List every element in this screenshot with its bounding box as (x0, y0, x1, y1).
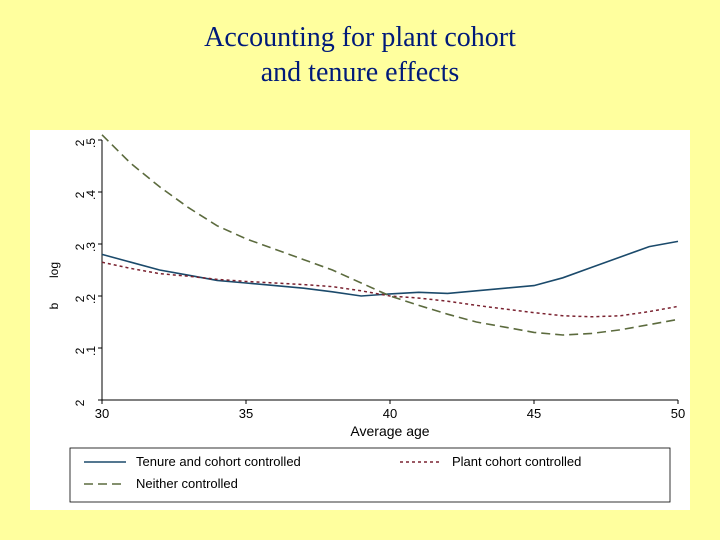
y-tick-label-dec: .2 (84, 294, 98, 304)
x-axis-title: Average age (350, 423, 429, 439)
x-tick-label: 50 (671, 406, 685, 421)
series-line-2 (102, 135, 678, 335)
y-axis-label: log (47, 262, 61, 278)
series-line-0 (102, 241, 678, 296)
y-axis-label-extra: b (47, 302, 61, 309)
series-line-1 (102, 262, 678, 317)
y-tick-label: 2 (73, 399, 87, 406)
y-tick-label-dec: .4 (84, 190, 98, 200)
legend-label: Neither controlled (136, 476, 238, 491)
title-line-2: and tenure effects (261, 57, 460, 88)
legend-label: Tenure and cohort controlled (136, 454, 301, 469)
slide-title: Accounting for plant cohort and tenure e… (0, 0, 720, 90)
line-chart: 22.12.22.32.42.5logb3035404550Average ag… (30, 130, 690, 510)
x-tick-label: 35 (239, 406, 253, 421)
y-tick-label-dec: .3 (84, 242, 98, 252)
y-tick-label-dec: .1 (84, 346, 98, 356)
x-tick-label: 45 (527, 406, 541, 421)
y-tick-label-dec: .5 (84, 138, 98, 148)
x-tick-label: 30 (95, 406, 109, 421)
chart-container: 22.12.22.32.42.5logb3035404550Average ag… (30, 130, 690, 510)
legend-label: Plant cohort controlled (452, 454, 581, 469)
x-tick-label: 40 (383, 406, 397, 421)
title-line-1: Accounting for plant cohort (204, 22, 516, 53)
slide: Accounting for plant cohort and tenure e… (0, 0, 720, 540)
